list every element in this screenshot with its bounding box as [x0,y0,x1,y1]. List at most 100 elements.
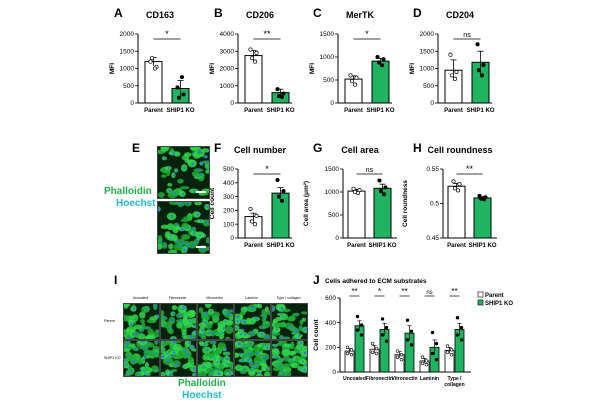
nucleus [183,166,186,170]
nucleus [144,347,148,350]
data-point [445,344,450,348]
panel-letter-i: I [114,273,118,287]
x-tick-label: Fibronectin [366,376,393,382]
cell-pattern [272,341,307,376]
nucleus [174,192,177,195]
data-point [457,182,462,187]
cell [180,218,190,222]
cell [182,216,191,220]
cell [170,234,178,242]
bar-parent [447,185,466,239]
cell [131,343,136,349]
cell [253,369,263,373]
y-axis-label: Cell area (μm²) [303,181,310,226]
cell [174,225,181,231]
nucleus [221,357,224,361]
nucleus [128,354,130,357]
y-axis-label: MFI [309,63,316,74]
nucleus [183,248,186,252]
nucleus [193,189,196,192]
nucleus [191,161,195,165]
data-point [434,357,439,362]
cell [187,356,195,364]
nucleus [275,328,279,331]
nucleus [193,325,196,328]
significance-label: ** [351,287,357,296]
x-tick-label: Parent [347,243,366,249]
cell [172,343,183,352]
nucleus [211,349,214,351]
nucleus [210,310,213,313]
nucleus [227,313,230,317]
nucleus [225,357,229,361]
significance-label: ns [463,32,471,39]
nucleus [244,333,247,336]
cell [168,249,178,253]
cell [127,355,138,360]
data-point [376,60,382,65]
y-tick-label: 0 [335,235,339,242]
significance-label: * [365,29,369,39]
nucleus [216,361,219,364]
nucleus [203,343,206,346]
cell [256,343,263,348]
nucleus [156,315,159,318]
nucleus [251,306,255,310]
nucleus [126,374,129,376]
data-point [380,317,385,321]
data-point [352,82,358,87]
cell [253,356,263,364]
data-point [345,351,350,356]
data-point [149,56,155,61]
nucleus [199,233,202,237]
nucleus [158,207,161,211]
nucleus [194,331,196,334]
data-point [181,92,186,97]
nucleus [280,307,284,310]
nucleus [217,372,221,376]
y-tick-label: 400 [325,320,336,327]
nucleus [177,202,180,204]
nucleus [250,332,254,336]
y-tick-label: 200 [223,208,234,215]
data-point [254,50,259,56]
cell [301,311,307,315]
nucleus [228,372,232,375]
cell [235,324,240,331]
data-point [399,357,404,362]
nucleus [130,370,133,374]
chart-title: CD163 [146,10,174,20]
micrograph-tile [160,340,197,377]
nucleus [219,332,222,335]
panel-letter-c: C [313,6,322,20]
nucleus [252,365,256,369]
nucleus [154,305,158,308]
chart-cd206: CD206 0 1000 2000 3000 4000 MFI Parent SHIP1 KO *… [209,10,295,114]
bar-ship1-ko [373,187,392,239]
cell [171,305,178,311]
x-tick-label: Laminin [420,376,439,382]
nucleus [174,364,177,367]
nucleus [222,326,226,330]
data-point [395,349,400,353]
cell-pattern [158,147,209,198]
data-point [355,190,361,195]
column-label: Laminin [245,296,258,300]
y-tick-label: 600 [325,295,336,302]
data-point [374,346,379,351]
row-label: Parent [104,318,115,323]
data-point [380,333,385,337]
cell [272,332,281,336]
cell [166,223,175,231]
chart-title: Cells adhered to ECM substrates [325,278,427,285]
nucleus [127,337,131,339]
y-tick-label: 100 [223,221,234,228]
y-tick-label: 0.55 [426,166,439,173]
cell [257,304,263,309]
cell [189,365,196,373]
data-point [359,333,364,337]
nucleus [159,241,162,244]
nucleus [210,370,214,373]
data-point [405,318,410,322]
y-tick-label: 0.5 [430,201,439,208]
